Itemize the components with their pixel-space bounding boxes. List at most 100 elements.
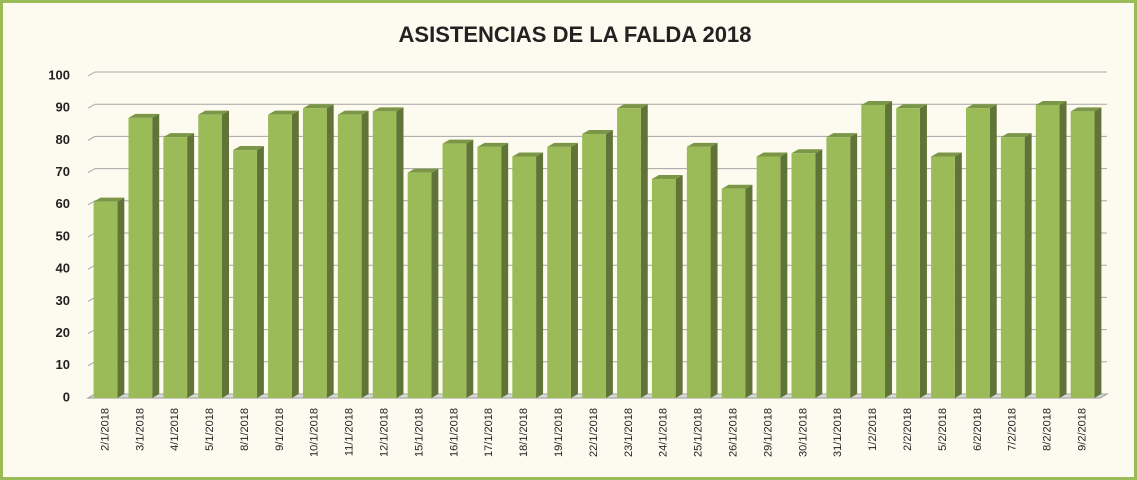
bar-side (885, 100, 893, 398)
bar-side (501, 142, 509, 398)
bar (302, 104, 334, 398)
x-tick-label: 2/1/2018 (99, 408, 111, 451)
bar (1035, 100, 1067, 398)
y-tick-label: 20 (56, 325, 70, 340)
x-tick-label: 5/1/2018 (204, 408, 216, 451)
bar-side (710, 142, 718, 398)
bar-top (756, 152, 788, 157)
bar-front (791, 153, 816, 398)
x-tick-label: 8/1/2018 (239, 408, 251, 451)
bar (931, 152, 962, 398)
y-tick-label: 40 (56, 261, 70, 276)
x-tick-label: 24/1/2018 (658, 408, 670, 457)
x-tick-label: 2/2/2018 (902, 408, 914, 451)
x-tick-label: 9/1/2018 (274, 408, 286, 451)
bar-top (896, 104, 927, 109)
bar-side (396, 107, 404, 399)
bar-top (407, 168, 439, 173)
bar-side (780, 152, 788, 398)
bar (198, 110, 230, 398)
bar-side (536, 152, 544, 398)
x-tick-label: 3/1/2018 (134, 408, 146, 451)
bar-side (187, 133, 195, 398)
y-tick-label: 100 (48, 67, 70, 82)
bar-front (442, 143, 467, 398)
bar (372, 107, 404, 399)
bar-top (1070, 107, 1102, 112)
y-tick-label: 70 (56, 164, 70, 179)
x-tick-label: 6/2/2018 (972, 408, 984, 451)
bar-front (407, 172, 432, 398)
bar-top (931, 152, 962, 157)
bar-top (651, 175, 683, 180)
bar-front (686, 146, 711, 398)
bar (582, 129, 613, 398)
bar-top (302, 104, 334, 109)
bar-front (93, 201, 118, 398)
bar-top (337, 110, 369, 115)
bar-side (954, 152, 962, 398)
bar-front (233, 150, 257, 398)
bar-side (815, 149, 823, 398)
bar-front (337, 114, 362, 398)
bar-front (965, 108, 990, 398)
x-tick-label: 23/1/2018 (623, 408, 635, 457)
x-tick-label: 19/1/2018 (553, 408, 565, 457)
bar (512, 152, 544, 398)
x-tick-label: 16/1/2018 (448, 408, 460, 457)
x-tick-label: 9/2/2018 (1076, 408, 1088, 451)
bar-side (256, 146, 264, 398)
bar (547, 142, 578, 398)
bar-top (582, 129, 613, 134)
bar (163, 133, 195, 398)
bar (721, 184, 753, 398)
bar-side (326, 104, 334, 398)
bar-top (686, 142, 718, 147)
bar-side (605, 129, 613, 398)
bar-front (128, 117, 153, 399)
bar-top (198, 110, 230, 115)
y-tick-label: 30 (56, 293, 70, 308)
bar-side (850, 133, 858, 398)
bar-top (233, 146, 264, 151)
bar (407, 168, 439, 398)
bar-top (721, 184, 753, 189)
bar-side (989, 104, 997, 398)
bar (128, 113, 160, 399)
x-tick-label: 31/1/2018 (832, 408, 844, 457)
y-tick-label: 50 (56, 228, 70, 243)
bar-front (1070, 111, 1095, 399)
bar-front (861, 104, 886, 398)
bar-side (640, 104, 648, 398)
bar-side (919, 104, 927, 398)
bar (1000, 133, 1032, 398)
bar-top (268, 110, 299, 115)
bar-top (477, 142, 509, 147)
bar-top (617, 104, 648, 109)
x-tick-label: 11/1/2018 (344, 408, 356, 456)
bar-side (291, 110, 299, 398)
x-tick-label: 26/1/2018 (727, 408, 739, 457)
bar (791, 149, 823, 398)
x-tick-label: 10/1/2018 (309, 408, 321, 457)
bar-top (861, 100, 893, 105)
y-tick-label: 90 (56, 100, 70, 115)
bar-side (222, 110, 230, 398)
bar-front (198, 114, 223, 398)
bar-top (547, 142, 578, 147)
bar-top (442, 139, 474, 144)
x-tick-label: 29/1/2018 (762, 408, 774, 457)
x-tick-label: 5/2/2018 (937, 408, 949, 451)
bar-side (361, 110, 369, 398)
bar (233, 146, 264, 398)
x-tick-label: 12/1/2018 (379, 408, 391, 457)
bar-front (302, 108, 327, 398)
bar-top (826, 133, 858, 138)
bar-front (582, 133, 606, 398)
bar-side (152, 113, 160, 399)
bar (617, 104, 648, 398)
bar (1070, 107, 1102, 399)
bar-front (826, 137, 851, 398)
